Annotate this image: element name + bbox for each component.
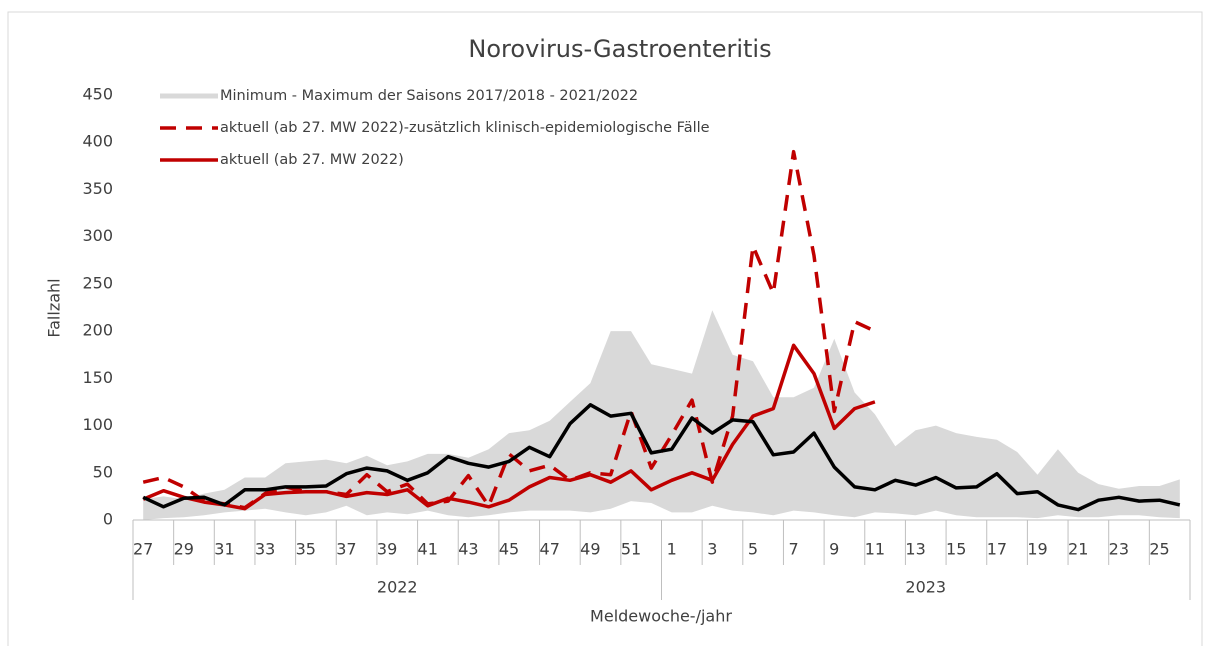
legend-swatch — [160, 93, 218, 99]
legend-label: aktuell (ab 27. MW 2022)-zusätzlich klin… — [220, 120, 710, 136]
x-tick-label: 43 — [458, 540, 478, 559]
legend-label: aktuell (ab 27. MW 2022) — [220, 152, 404, 168]
y-tick-label: 150 — [82, 368, 113, 387]
x-tick-label: 45 — [499, 540, 519, 559]
y-tick-label: 350 — [82, 179, 113, 198]
x-tick-label: 5 — [748, 540, 758, 559]
y-tick-label: 50 — [93, 462, 113, 481]
legend-swatch — [160, 158, 218, 162]
y-tick-label: 450 — [82, 85, 113, 104]
group-label: 2022 — [377, 578, 418, 597]
x-tick-label: 37 — [336, 540, 356, 559]
x-tick-label: 7 — [789, 540, 799, 559]
x-tick-label: 27 — [133, 540, 153, 559]
x-tick-label: 13 — [905, 540, 925, 559]
x-axis-label: Meldewoche-/jahr — [590, 607, 732, 626]
x-tick-label: 9 — [829, 540, 839, 559]
x-tick-label: 51 — [621, 540, 641, 559]
x-tick-label: 41 — [418, 540, 438, 559]
x-tick-label: 49 — [580, 540, 600, 559]
legend-entry: aktuell (ab 27. MW 2022)-zusätzlich klin… — [158, 116, 710, 140]
frame — [7, 11, 1203, 646]
x-tick-label: 31 — [214, 540, 234, 559]
legend-label: Minimum - Maximum der Saisons 2017/2018 … — [220, 88, 639, 104]
y-tick-label: 400 — [82, 132, 113, 151]
line — [142, 343, 876, 511]
chart-title: Norovirus-Gastroenteritis — [468, 35, 771, 63]
x-tick-label: 25 — [1149, 540, 1169, 559]
x-tick-label: 15 — [946, 540, 966, 559]
x-tick-label: 33 — [255, 540, 275, 559]
x-tick-label: 47 — [540, 540, 560, 559]
y-axis-label: Fallzahl — [45, 278, 64, 337]
x-tick-label: 29 — [174, 540, 194, 559]
legend-swatch — [160, 126, 218, 130]
legend-entry: Minimum - Maximum der Saisons 2017/2018 … — [158, 84, 710, 108]
x-tick-label: 11 — [865, 540, 885, 559]
x-tick-label: 19 — [1027, 540, 1047, 559]
x-tick-label: 3 — [707, 540, 717, 559]
group-label: 2023 — [905, 578, 946, 597]
y-tick-label: 100 — [82, 415, 113, 434]
y-tick-label: 200 — [82, 321, 113, 340]
line — [142, 403, 1181, 512]
range-band — [143, 310, 1180, 520]
legend-entry: aktuell (ab 27. MW 2022) — [158, 148, 710, 172]
y-tick-label: 300 — [82, 226, 113, 245]
x-tick-label: 17 — [987, 540, 1007, 559]
legend: Minimum - Maximum der Saisons 2017/2018 … — [158, 84, 710, 180]
x-tick-label: 21 — [1068, 540, 1088, 559]
y-tick-label: 250 — [82, 273, 113, 292]
x-tick-label: 1 — [667, 540, 677, 559]
y-tick-label: 0 — [103, 510, 113, 529]
x-tick-label: 35 — [296, 540, 316, 559]
x-tick-label: 23 — [1109, 540, 1129, 559]
x-tick-label: 39 — [377, 540, 397, 559]
